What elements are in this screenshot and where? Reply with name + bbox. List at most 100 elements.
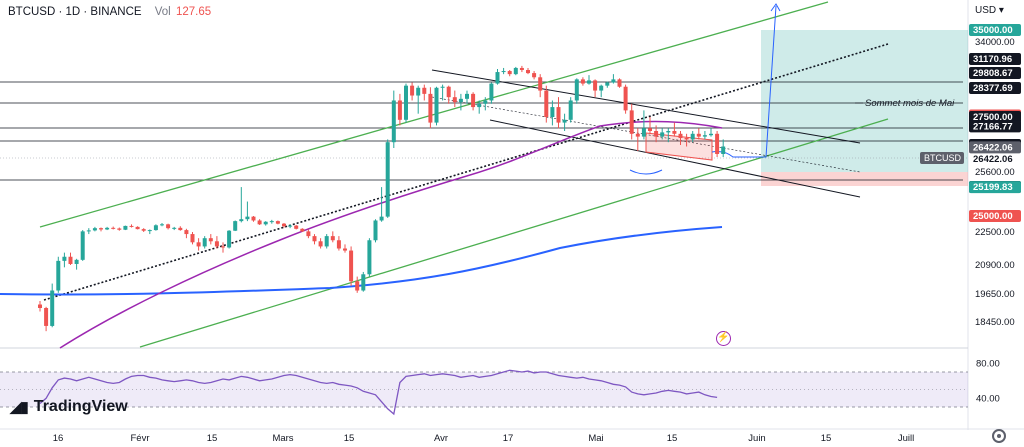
arrow-head-icon (770, 3, 781, 12)
price-label-text: 27166.77 (973, 121, 1013, 132)
projection-arrow (733, 5, 777, 158)
price-tick-label: 20900.00 (975, 260, 1015, 271)
candle-body (465, 93, 469, 99)
candle-body (153, 225, 158, 231)
price-label-tag (969, 53, 1021, 65)
gear-icon[interactable] (992, 429, 1006, 443)
candle-body (214, 241, 219, 247)
candle-body (312, 236, 317, 242)
candle-body (410, 85, 415, 96)
price-tick-label: 22500.00 (975, 227, 1015, 238)
logo-text: TradingView (33, 398, 128, 415)
candle-body (178, 227, 183, 231)
candle-body (477, 103, 482, 108)
candle-body (38, 304, 42, 308)
price-label-text: 27500.00 (973, 112, 1013, 123)
candle-body (483, 100, 488, 104)
candle-body (526, 70, 530, 74)
candle-body (355, 281, 360, 291)
current-price-value: 26422.06 (973, 154, 1013, 165)
candle-body (202, 238, 207, 247)
candle-body (282, 223, 286, 227)
candle-body (99, 228, 103, 230)
candle-body (141, 229, 146, 231)
candle-body (471, 93, 476, 108)
red-wedge (645, 132, 713, 161)
symbol-title[interactable]: BTCUSD · 1D · BINANCE (8, 6, 142, 18)
candle-body (666, 131, 671, 133)
candle-body (617, 79, 622, 87)
candle-body (373, 220, 378, 241)
volume-value: 127.65 (175, 6, 212, 18)
price-label-text: 25199.83 (973, 182, 1013, 193)
ma-short (59, 120, 723, 349)
target-profit-zone (761, 30, 968, 172)
candle-body (294, 225, 299, 229)
candle-body (184, 230, 189, 235)
candle-body (239, 219, 244, 222)
candle-body (495, 72, 500, 84)
candle-body (599, 85, 604, 91)
candle-body (221, 246, 225, 248)
time-tick-label: 16 (53, 433, 64, 444)
candle-body (489, 83, 494, 101)
candle-body (129, 225, 134, 227)
candle-body (318, 241, 323, 247)
candle-body (605, 82, 610, 86)
tradingview-mark-icon: ◢▮ (10, 399, 29, 416)
price-label-tag (969, 24, 1021, 36)
time-tick-label: Juill (898, 433, 914, 444)
candle-body (166, 224, 171, 229)
candle-body (574, 79, 579, 101)
candle-body (349, 250, 354, 282)
candle-body (440, 86, 445, 88)
desc-channel-lower (489, 119, 861, 198)
rsi-tick-label: 80.00 (976, 358, 1000, 369)
time-tick-label: 15 (821, 433, 832, 444)
price-tick-label: 18450.00 (975, 317, 1015, 328)
chart-header: BTCUSD · 1D · BINANCE Vol 127.65 (8, 6, 211, 18)
candle-body (74, 259, 79, 264)
candle-body (434, 87, 439, 123)
candle-body (593, 80, 598, 91)
desc-channel-upper (431, 69, 861, 144)
lightning-icon[interactable]: ⚡ (716, 331, 731, 346)
price-label-text: 29808.67 (973, 68, 1013, 79)
candle-body (86, 230, 91, 232)
candle-body (587, 80, 591, 84)
candle-body (44, 308, 49, 326)
candle-body (257, 220, 262, 225)
candle-body (629, 110, 634, 134)
candle-body (446, 86, 451, 98)
candle-body (641, 128, 646, 137)
candle-body (623, 86, 628, 111)
ma-long (0, 226, 723, 296)
candle-body (404, 85, 408, 120)
candle-body (62, 256, 67, 261)
candle-body (275, 221, 280, 224)
price-label-text: 28377.69 (973, 83, 1013, 94)
candle-body (172, 227, 177, 229)
candle-body (422, 87, 427, 94)
candle-body (68, 256, 73, 264)
candle-body (190, 234, 195, 243)
candle-body (635, 133, 640, 137)
tradingview-logo[interactable]: ◢▮ TradingView (10, 398, 128, 416)
candle-body (147, 230, 152, 232)
candle-body (385, 142, 390, 217)
candle-body (397, 100, 402, 120)
price-tick-label: 34000.00 (975, 37, 1015, 48)
candle-body (227, 230, 232, 248)
candle-body (550, 107, 555, 117)
candle-body (702, 135, 707, 137)
candle-body (324, 236, 329, 247)
currency-label: USD ▾ (975, 5, 1004, 16)
candle-body (391, 100, 396, 143)
candle-body (208, 238, 213, 242)
time-tick-label: Avr (434, 433, 448, 444)
time-tick-label: Mai (588, 433, 603, 444)
price-tick-label: 19650.00 (975, 289, 1015, 300)
time-tick-label: Juin (748, 433, 765, 444)
support-curve (629, 169, 663, 175)
